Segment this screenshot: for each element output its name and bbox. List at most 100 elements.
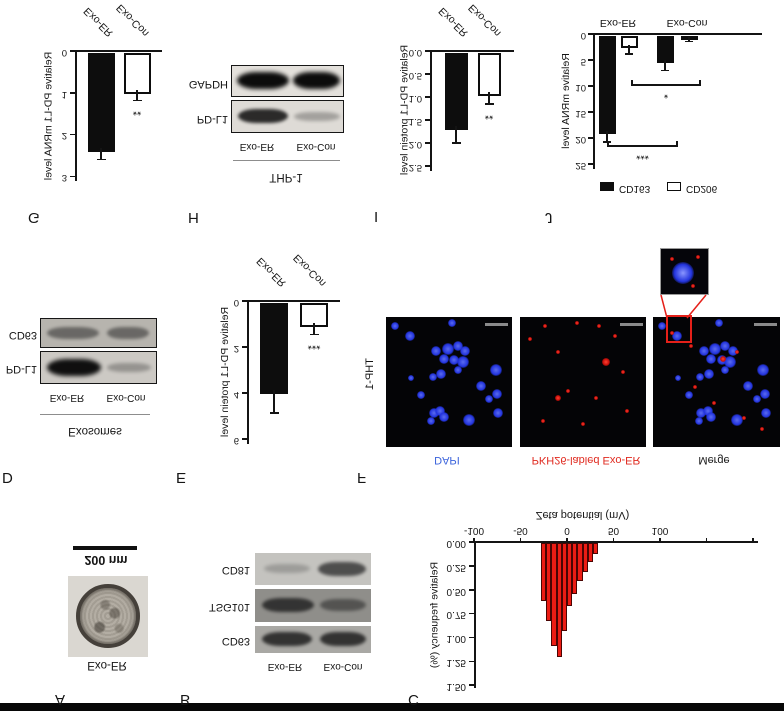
sig-bracket xyxy=(607,145,678,147)
pkh26-red-dot xyxy=(597,324,602,329)
y-tick xyxy=(242,392,247,394)
cell-nucleus xyxy=(703,369,714,380)
y-tick xyxy=(425,73,430,75)
y-axis-line xyxy=(247,300,249,444)
y-tick xyxy=(588,163,593,165)
cell-nucleus xyxy=(489,364,502,377)
x-axis-line xyxy=(247,300,340,302)
y-tick xyxy=(425,165,430,167)
marker-label-pdl1: PD-L1 xyxy=(5,363,37,375)
blot-band xyxy=(320,632,366,647)
pkh26-red-dot xyxy=(690,283,695,288)
blot-band xyxy=(293,72,340,90)
blot-tsg101 xyxy=(255,589,371,622)
pkh26-red-dot xyxy=(625,408,630,413)
blot-pdl1 xyxy=(231,100,344,133)
blot-pdl1 xyxy=(40,351,157,384)
y-axis-title: Relative frequency (%) xyxy=(427,562,440,669)
pkh26-red-dot xyxy=(695,255,700,260)
blot-band xyxy=(237,72,289,90)
cell-nucleus xyxy=(485,394,494,403)
blot-cd63 xyxy=(40,318,157,348)
x-tick-label: 50 xyxy=(607,525,620,536)
x-axis-line xyxy=(430,50,514,52)
error-bar xyxy=(273,390,275,414)
cell-nucleus xyxy=(761,408,772,419)
y-tick xyxy=(242,346,247,348)
cell-nucleus xyxy=(493,408,504,419)
y-axis-title: Relative PD-L1 protein level xyxy=(219,306,231,438)
cell-nucleus xyxy=(427,417,436,425)
pkh26-red-dot xyxy=(593,395,598,400)
pkh26-red-dot xyxy=(689,343,694,348)
group-header-exosomes: Exosomes xyxy=(68,425,122,437)
pkh26-red-dot xyxy=(565,389,570,394)
x-tick-label: -100 xyxy=(463,525,484,536)
error-cap xyxy=(132,99,142,102)
error-cap xyxy=(484,103,494,105)
pkh26-red-dot xyxy=(719,355,726,362)
y-tick xyxy=(242,300,247,302)
marker-label-cd81: CD81 xyxy=(221,564,250,576)
error-bar xyxy=(455,126,457,144)
pkh26-red-dot xyxy=(555,350,560,355)
significance-label: ** xyxy=(484,108,494,121)
lane-label: Exo-ER xyxy=(239,141,275,152)
cell-nucleus xyxy=(438,353,449,364)
y-tick xyxy=(588,111,593,113)
y-axis-title: Relative mRNA level xyxy=(560,53,572,149)
blot-band xyxy=(238,109,288,124)
error-cap xyxy=(451,142,461,144)
y-tick xyxy=(425,96,430,98)
cell-nucleus xyxy=(453,366,462,375)
sig-bracket xyxy=(631,84,701,86)
blot-band xyxy=(318,562,366,576)
bar-Exo-ER xyxy=(444,53,468,131)
image-scale-bar xyxy=(754,323,777,326)
x-axis-line xyxy=(593,33,762,35)
blot-band xyxy=(107,363,151,372)
y-tick xyxy=(70,92,75,94)
cell-nucleus xyxy=(694,417,703,425)
y-tick xyxy=(588,85,593,87)
lane-label: Exo-Con xyxy=(106,392,146,403)
y-tick xyxy=(588,33,593,35)
cell-nucleus xyxy=(428,372,437,381)
error-cap xyxy=(625,53,633,55)
cell-nucleus xyxy=(695,372,704,381)
pkh26-red-dot xyxy=(528,337,533,342)
x-tick xyxy=(519,538,522,543)
cell-nucleus xyxy=(743,380,754,391)
bar-Exo-Con xyxy=(477,53,501,96)
fluorescence-image-pkh26 xyxy=(520,317,646,447)
cell-nucleus xyxy=(706,353,717,364)
group-label: Exo-ER xyxy=(599,17,637,29)
legend-label: CD163 xyxy=(619,183,651,194)
x-tick-label: 100 xyxy=(651,525,669,536)
panel-letter-c: C xyxy=(408,691,419,708)
legend-swatch-cd206 xyxy=(667,182,681,191)
bar-Exo-ER xyxy=(260,303,288,394)
blot-band xyxy=(47,359,101,376)
y-tick xyxy=(469,589,474,591)
marker-label-cd63: CD63 xyxy=(8,329,37,341)
cell-nucleus xyxy=(759,388,770,399)
y-tick xyxy=(70,133,75,136)
y-tick xyxy=(469,612,474,615)
blot-band xyxy=(262,632,312,647)
cell-nucleus xyxy=(715,319,724,328)
cell-nucleus xyxy=(721,366,730,375)
image-scale-bar xyxy=(620,323,643,326)
x-tick xyxy=(705,538,708,543)
column-label-dapi: DAPI xyxy=(434,454,460,466)
cell-nucleus xyxy=(408,375,415,382)
zoom-inset-image xyxy=(660,248,709,295)
sig-bracket-end xyxy=(699,79,701,86)
blot-band xyxy=(47,327,99,339)
histogram-bar xyxy=(593,543,599,555)
fluorescence-image-dapi xyxy=(386,317,512,447)
error-cap xyxy=(661,69,669,72)
cell-nucleus xyxy=(657,322,666,331)
